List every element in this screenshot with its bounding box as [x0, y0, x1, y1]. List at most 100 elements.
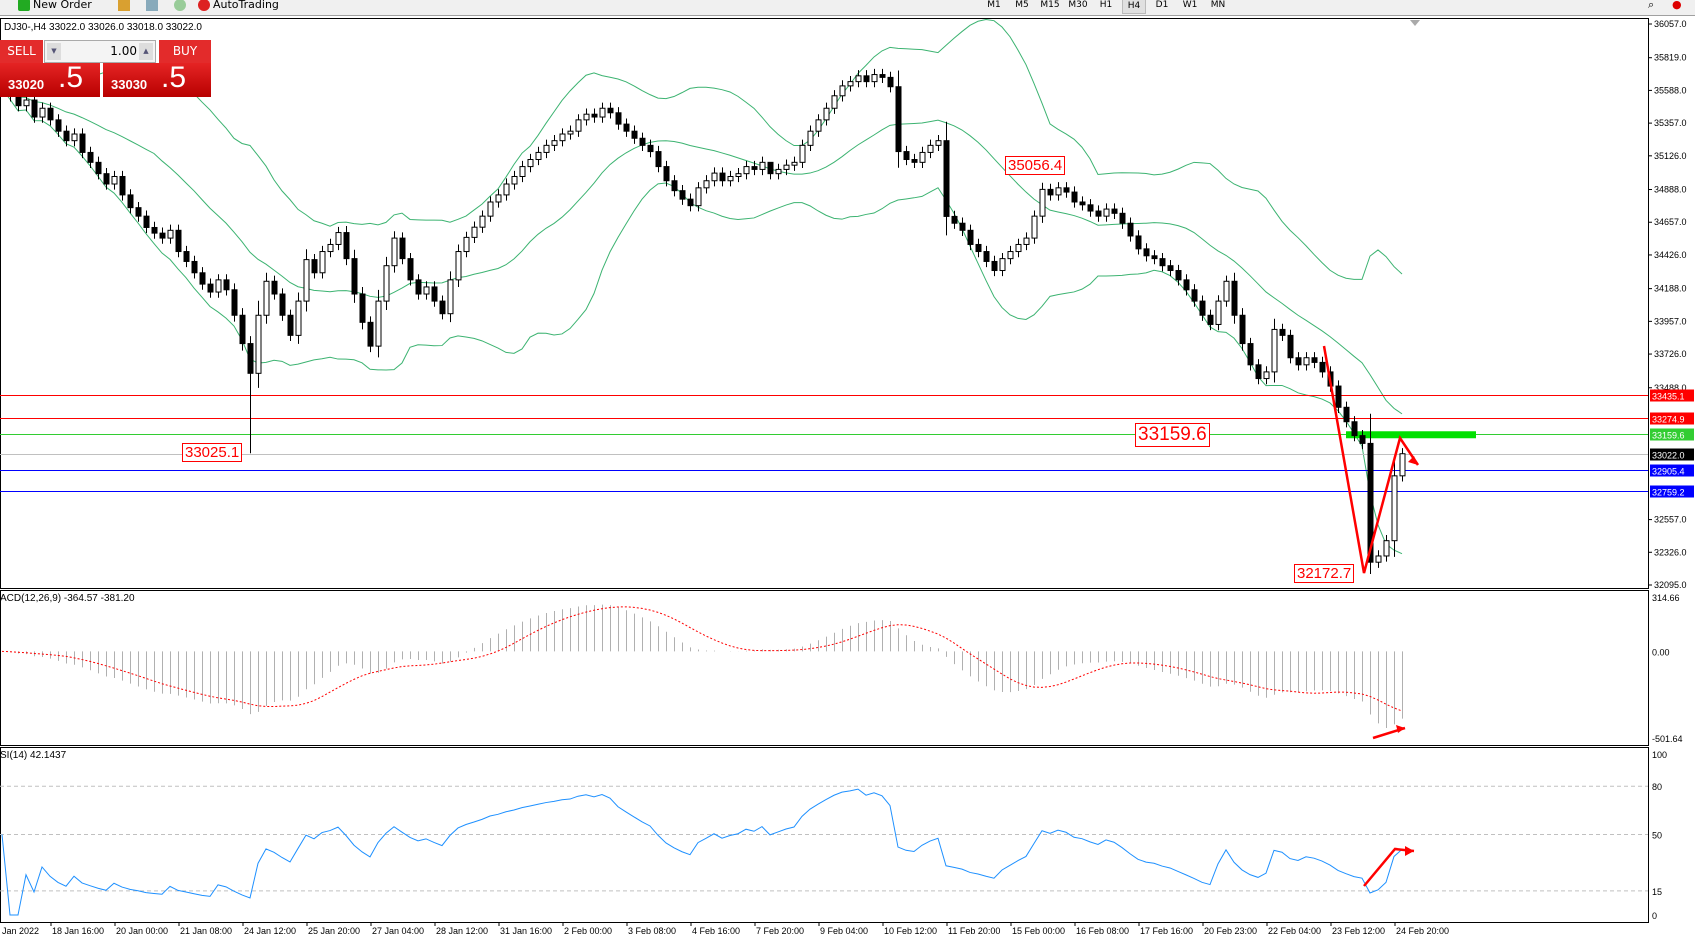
- sell-price[interactable]: 33020 .5: [0, 61, 100, 97]
- candle: [287, 314, 294, 336]
- candle: [1087, 204, 1094, 212]
- main-pane-frame: [0, 18, 1649, 589]
- toolbar: New Order AutoTrading M1 M5 M15 M30 H1 H4 D1 W1…: [0, 0, 1695, 16]
- time-axis-label: 3 Feb 08:00: [628, 926, 676, 936]
- price-axis-label: 34888.0: [1654, 185, 1687, 195]
- candle: [487, 201, 494, 217]
- timeframe-w1[interactable]: W1: [1182, 0, 1198, 10]
- autotrading-label: AutoTrading: [213, 0, 279, 11]
- macd-axis-label: 314.66: [1652, 593, 1680, 603]
- timeframe-mn[interactable]: MN: [1210, 0, 1226, 10]
- timeframe-h4[interactable]: H4: [1122, 0, 1146, 14]
- candle: [1191, 289, 1198, 302]
- candle: [559, 133, 566, 142]
- volume-stepper[interactable]: ▼ 1.00 ▲: [44, 40, 156, 63]
- timeframe-m15[interactable]: M15: [1040, 0, 1060, 10]
- new-order-button[interactable]: New Order: [18, 0, 92, 13]
- level-marker-bar: [1346, 431, 1476, 439]
- candle: [1055, 187, 1062, 196]
- time-axis-label: 4 Feb 16:00: [692, 926, 740, 936]
- candle: [719, 172, 726, 182]
- candle: [743, 166, 750, 175]
- timeframe-m1[interactable]: M1: [987, 0, 1001, 10]
- time-axis-label: 9 Feb 04:00: [820, 926, 868, 936]
- sell-price-main: 33020: [8, 77, 45, 92]
- buy-price[interactable]: 33030 .5: [103, 61, 211, 97]
- timeframe-m5[interactable]: M5: [1015, 0, 1029, 10]
- search-icon[interactable]: ⌕: [1648, 0, 1655, 11]
- buy-button[interactable]: BUY: [159, 40, 211, 63]
- candle: [1151, 255, 1158, 260]
- candle: [1183, 279, 1190, 291]
- candle: [463, 236, 470, 253]
- macd-axis-label: -501.64: [1652, 734, 1683, 744]
- candle: [1351, 421, 1358, 437]
- candle: [447, 279, 454, 315]
- timeframe-d1[interactable]: D1: [1155, 0, 1169, 10]
- price-axis-label: 33726.0: [1654, 349, 1687, 359]
- candle: [1263, 371, 1270, 380]
- candle: [775, 168, 782, 175]
- candle: [903, 151, 910, 161]
- sell-button[interactable]: SELL: [0, 40, 43, 63]
- time-axis-label: 24 Feb 20:00: [1396, 926, 1449, 936]
- candle: [303, 259, 310, 302]
- arrowhead-icon: [1396, 725, 1405, 733]
- candle: [1343, 406, 1350, 423]
- price-tag-label: 32759.2: [1652, 488, 1685, 498]
- timeframe-m30[interactable]: M30: [1068, 0, 1088, 10]
- volume-input[interactable]: 1.00: [110, 44, 137, 58]
- candle: [703, 180, 710, 189]
- candle: [191, 260, 198, 274]
- candle: [1039, 188, 1046, 217]
- candle: [271, 280, 278, 295]
- candle: [327, 243, 334, 253]
- candle: [103, 173, 110, 185]
- price-axis-label: 33957.0: [1654, 316, 1687, 326]
- metaeditor-icon[interactable]: [118, 0, 133, 13]
- candle: [799, 144, 806, 163]
- candle: [511, 175, 518, 185]
- candle: [959, 222, 966, 231]
- candle: [47, 107, 54, 121]
- notification-icon[interactable]: ●: [1672, 0, 1682, 11]
- arrowhead-icon: [1408, 456, 1418, 465]
- rsi-axis-label: 50: [1652, 831, 1662, 841]
- time-axis-label: 17 Feb 16:00: [1140, 926, 1193, 936]
- decrease-volume-button[interactable]: ▼: [47, 43, 61, 60]
- chart-area[interactable]: 36057.0 35819.0 35588.0 35357.0 35126.0 34888…: [0, 18, 1695, 939]
- signals-icon[interactable]: [174, 0, 189, 13]
- arrowhead-icon: [1405, 846, 1414, 856]
- timeframe-h1[interactable]: H1: [1099, 0, 1113, 10]
- candle: [167, 229, 174, 239]
- annotation-low-feb: 32172.7: [1294, 564, 1355, 583]
- candle: [863, 75, 870, 83]
- increase-volume-button[interactable]: ▲: [139, 43, 153, 60]
- candle: [1079, 201, 1086, 206]
- candle: [983, 251, 990, 262]
- candle: [343, 232, 350, 260]
- price-axis-label: 32326.0: [1654, 547, 1687, 557]
- candle: [919, 151, 926, 163]
- candle: [1287, 334, 1294, 359]
- candle: [231, 289, 238, 316]
- candle: [655, 151, 662, 168]
- candle: [935, 140, 942, 146]
- price-axis-label: 34426.0: [1654, 250, 1687, 260]
- candle: [1207, 314, 1214, 325]
- candle: [671, 180, 678, 192]
- candle: [311, 259, 318, 274]
- candle: [927, 144, 934, 153]
- price-tag-label: 33435.1: [1652, 392, 1685, 402]
- candle: [111, 175, 118, 185]
- terminal-icon[interactable]: [146, 0, 161, 13]
- candle: [1319, 361, 1326, 373]
- chart-shift-marker-icon[interactable]: [1410, 20, 1420, 26]
- candle: [879, 74, 886, 78]
- time-axis-label: 31 Jan 16:00: [500, 926, 552, 936]
- time-axis-label: 20 Jan 00:00: [116, 926, 168, 936]
- candle: [895, 86, 902, 153]
- autotrading-button[interactable]: AutoTrading: [198, 0, 279, 13]
- candle: [975, 243, 982, 253]
- time-axis-label: 2 Feb 00:00: [564, 926, 612, 936]
